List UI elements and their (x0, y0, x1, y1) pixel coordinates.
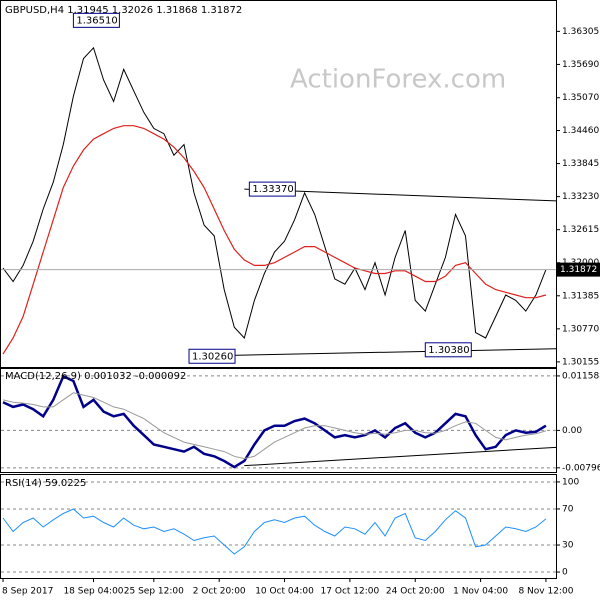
x-tick-label: 1 Nov 04:00 (453, 587, 508, 597)
trendline (244, 188, 557, 202)
watermark: ActionForex.com (290, 65, 506, 95)
y-tick-label: 0.011588 (562, 371, 600, 381)
y-tick-label: 1.34460 (562, 126, 599, 136)
plot-area (1, 46, 557, 573)
y-tick-label: 70 (562, 504, 574, 514)
y-tick-label: 0 (562, 568, 568, 578)
last-price-box (557, 262, 600, 277)
y-tick-label: 1.35070 (562, 93, 599, 103)
y-tick-label: 1.35690 (562, 60, 599, 70)
series-line (2, 508, 547, 555)
annotation-box (188, 348, 236, 364)
annotation-label: 1.36510 (76, 15, 117, 26)
series-line (2, 46, 547, 340)
annotation-label: 1.33370 (252, 184, 293, 195)
y-tick-label: 1.33845 (562, 159, 599, 169)
x-tick-label: 2 Oct 20:00 (193, 587, 246, 597)
x-tick-label: 8 Sep 2017 (2, 587, 53, 597)
y-tick-label: 1.30770 (562, 324, 599, 334)
series-line (2, 125, 547, 355)
annotation-box (248, 181, 296, 197)
series-line (2, 392, 547, 460)
x-tick-label: 24 Oct 20:00 (386, 587, 445, 597)
y-tick-label: 100 (562, 477, 579, 487)
annotation-label: 1.30260 (192, 351, 233, 362)
trendline (244, 446, 557, 467)
x-tick-label: 10 Oct 04:00 (255, 587, 314, 597)
annotation-box (424, 342, 472, 358)
series-line (2, 374, 547, 469)
y-tick-label: 0.00 (562, 426, 582, 436)
last-price-label: 1.31872 (560, 265, 597, 275)
x-tick-label: 8 Nov 12:00 (518, 587, 573, 597)
x-tick-label: 18 Sep 04:00 (63, 587, 123, 597)
macd-title: MACD(12,26,9) 0.001032 -0.000092 (5, 371, 186, 382)
rsi-title: RSI(14) 59.0225 (5, 478, 86, 489)
main-frame (0, 0, 557, 368)
annotation-label: 1.30380 (428, 345, 469, 356)
rsi-frame (0, 474, 557, 579)
x-tick-label: 17 Oct 12:00 (321, 587, 380, 597)
y-tick-label: 30 (562, 541, 574, 551)
annotation-box (72, 12, 120, 28)
y-tick-label: 1.33230 (562, 192, 599, 202)
y-tick-label: 1.36305 (562, 27, 599, 37)
y-tick-label: 1.31385 (562, 291, 599, 301)
x-tick-label: 25 Sep 12:00 (124, 587, 184, 597)
trendline (189, 348, 557, 357)
y-tick-label: 1.30155 (562, 357, 599, 367)
macd-frame (0, 368, 557, 473)
y-tick-label: 1.32615 (562, 225, 599, 235)
main-title: GBPUSD,H4 1.31945 1.32026 1.31868 1.3187… (5, 5, 242, 16)
